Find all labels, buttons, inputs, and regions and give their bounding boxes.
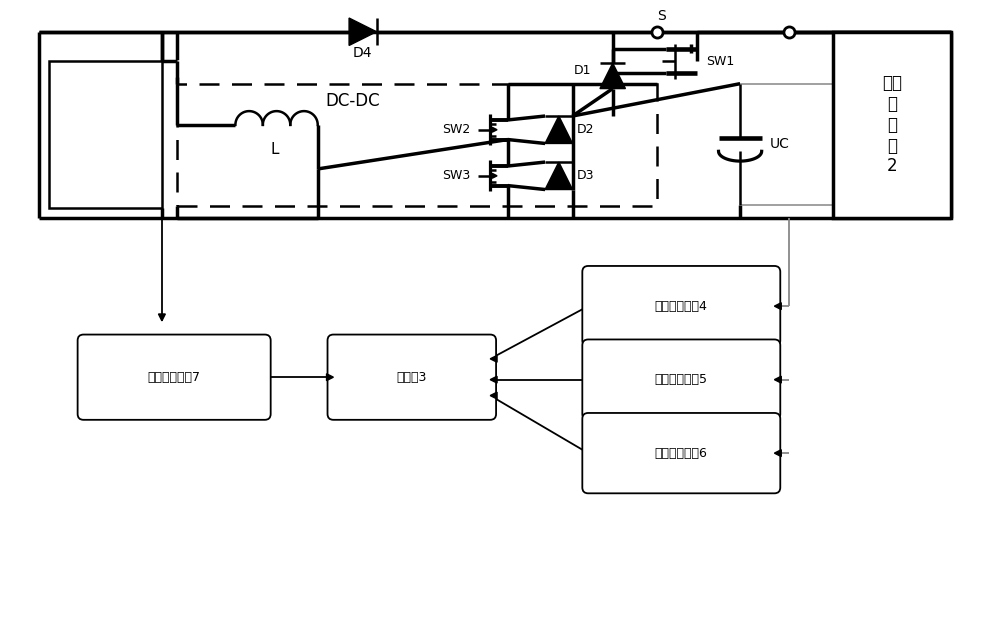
Text: SW2: SW2 xyxy=(442,123,471,136)
Polygon shape xyxy=(349,18,377,46)
Text: 1: 1 xyxy=(119,170,131,188)
Text: D4: D4 xyxy=(353,46,373,60)
Polygon shape xyxy=(600,63,625,89)
Polygon shape xyxy=(492,127,497,132)
FancyBboxPatch shape xyxy=(582,266,780,346)
Text: S: S xyxy=(657,9,666,23)
Polygon shape xyxy=(327,374,333,381)
Text: DC-DC: DC-DC xyxy=(326,92,380,110)
Polygon shape xyxy=(545,116,573,143)
Text: 电压采集电路4: 电压采集电路4 xyxy=(655,300,708,312)
Text: L: L xyxy=(270,142,279,157)
FancyBboxPatch shape xyxy=(78,334,271,420)
Text: UC: UC xyxy=(770,138,789,151)
Polygon shape xyxy=(490,356,497,362)
Polygon shape xyxy=(492,173,497,178)
Polygon shape xyxy=(490,376,497,383)
Polygon shape xyxy=(774,303,781,310)
Polygon shape xyxy=(545,162,573,190)
Text: 电机
逆
变
器
2: 电机 逆 变 器 2 xyxy=(882,74,902,175)
Polygon shape xyxy=(774,376,781,383)
FancyBboxPatch shape xyxy=(582,413,780,493)
FancyBboxPatch shape xyxy=(49,61,162,208)
Text: D2: D2 xyxy=(576,123,594,136)
Text: D3: D3 xyxy=(576,169,594,182)
Text: D1: D1 xyxy=(574,64,591,78)
Text: 电压采集电路7: 电压采集电路7 xyxy=(148,371,201,384)
Polygon shape xyxy=(158,314,165,321)
FancyBboxPatch shape xyxy=(328,334,496,420)
Text: 控制儶3: 控制儶3 xyxy=(397,371,427,384)
FancyBboxPatch shape xyxy=(833,32,951,218)
Polygon shape xyxy=(490,392,497,399)
Text: 电压采集电路6: 电压采集电路6 xyxy=(655,446,708,459)
Text: SW3: SW3 xyxy=(442,169,471,182)
FancyBboxPatch shape xyxy=(582,339,780,420)
Text: SW1: SW1 xyxy=(706,54,734,68)
Polygon shape xyxy=(774,449,781,456)
Text: 电流采集电路5: 电流采集电路5 xyxy=(655,373,708,386)
